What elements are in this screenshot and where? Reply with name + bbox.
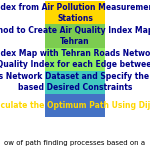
FancyBboxPatch shape bbox=[45, 94, 105, 117]
FancyBboxPatch shape bbox=[45, 48, 105, 71]
Text: ow of path finding processes based on a: ow of path finding processes based on a bbox=[4, 140, 146, 146]
Text: Calculate the Optimum Path Using Dijkst: Calculate the Optimum Path Using Dijkst bbox=[0, 101, 150, 110]
Text: ehran's Network Dataset and Specify the Cost o
based Desired Constraints: ehran's Network Dataset and Specify the … bbox=[0, 72, 150, 92]
FancyBboxPatch shape bbox=[45, 24, 105, 48]
Text: Method to Create Air Quality Index Map for
Tehran: Method to Create Air Quality Index Map f… bbox=[0, 26, 150, 46]
FancyBboxPatch shape bbox=[45, 71, 105, 94]
Text: ility Index Map with Tehran Roads Network Dat
e Air Quality Index for each Edge : ility Index Map with Tehran Roads Networ… bbox=[0, 49, 150, 69]
FancyBboxPatch shape bbox=[45, 1, 105, 24]
Text: Index from Air Pollution Measurement
Stations: Index from Air Pollution Measurement Sta… bbox=[0, 3, 150, 23]
